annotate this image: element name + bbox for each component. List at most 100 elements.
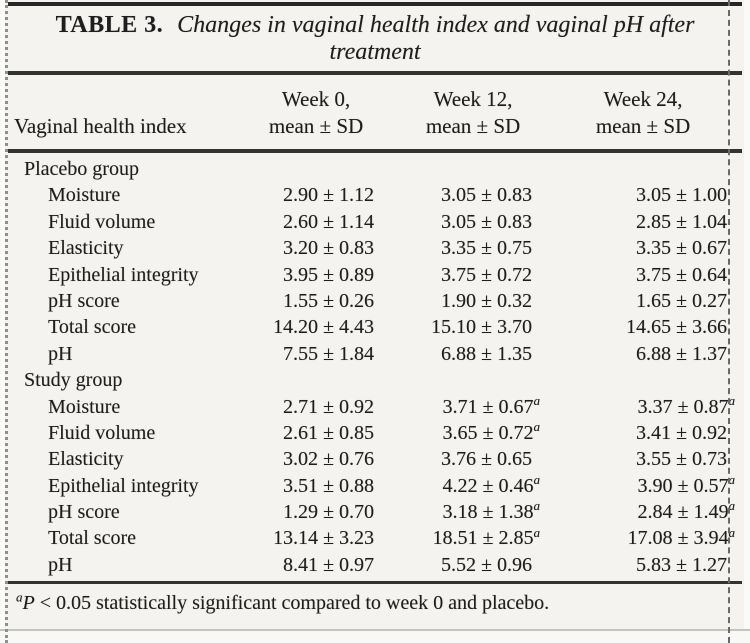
- value-week12: 15.10 ± 3.70: [382, 314, 540, 340]
- table-row: Fluid volume 2.60 ± 1.14 3.05 ± 0.83 2.8…: [8, 209, 736, 235]
- row-label: Total score: [48, 527, 137, 550]
- value-week24: 3.35 ± 0.67: [540, 235, 736, 261]
- column-header-week0: Week 0, mean ± SD: [250, 86, 382, 140]
- value-text: 3.20 ± 0.83: [283, 237, 374, 260]
- empty-cell: [382, 156, 540, 182]
- row-label: pH score: [48, 289, 120, 312]
- page-edge-dashed-right: [728, 0, 730, 643]
- table-number: TABLE 3.: [55, 12, 164, 38]
- table-row: pH 8.41 ± 0.97 5.52 ± 0.96 5.83 ± 1.27: [8, 552, 736, 578]
- row-label: Moisture: [48, 395, 121, 418]
- value-week12: 3.71 ± 0.67a: [382, 394, 540, 420]
- value-week12: 3.18 ± 1.38a: [382, 499, 540, 525]
- column-header-week12: Week 12, mean ± SD: [382, 86, 540, 140]
- value-week12: 3.76 ± 0.65: [382, 446, 540, 472]
- significance-marker: a: [533, 472, 541, 488]
- column-header-week0-line1: Week 0,: [281, 87, 351, 111]
- rule-below-header: [8, 149, 742, 153]
- page-edge-dotted-left: [5, 0, 8, 643]
- value-week24: 3.90 ± 0.57a: [540, 473, 736, 499]
- value-week12: 3.65 ± 0.72a: [382, 420, 540, 446]
- empty-cell: [540, 367, 736, 393]
- group-label: Placebo group: [24, 158, 139, 180]
- table-row: Moisture 2.71 ± 0.92 3.71 ± 0.67a 3.37 ±…: [8, 394, 736, 420]
- table-caption-line1: Changes in vaginal health index and vagi…: [177, 12, 695, 38]
- value-text: 6.88 ± 1.35: [441, 342, 532, 365]
- row-label: Fluid volume: [48, 421, 156, 444]
- value-week12: 3.05 ± 0.83: [382, 182, 540, 208]
- row-label: Moisture: [48, 184, 121, 207]
- significance-marker: a: [728, 392, 736, 408]
- table-row: pH score 1.29 ± 0.70 3.18 ± 1.38a 2.84 ±…: [8, 499, 736, 525]
- value-text: 18.51 ± 2.85: [432, 527, 534, 550]
- value-week24: 6.88 ± 1.37: [540, 341, 736, 367]
- value-text: 17.08 ± 3.94: [627, 527, 729, 550]
- row-label: Total score: [48, 316, 137, 339]
- value-text: 3.55 ± 0.73: [636, 448, 727, 471]
- value-week24: 2.84 ± 1.49a: [540, 499, 736, 525]
- table-row: Moisture 2.90 ± 1.12 3.05 ± 0.83 3.05 ± …: [8, 182, 736, 208]
- value-week0: 14.20 ± 4.43: [250, 314, 382, 340]
- value-week0: 8.41 ± 0.97: [250, 552, 382, 578]
- value-text: 7.55 ± 1.84: [283, 342, 374, 365]
- top-rule: [8, 2, 742, 6]
- value-text: 3.71 ± 0.67: [442, 395, 534, 418]
- value-text: 3.37 ± 0.87: [637, 395, 729, 418]
- group-label: Study group: [24, 369, 123, 392]
- row-label: Epithelial integrity: [48, 474, 199, 497]
- row-label: pH: [48, 342, 73, 365]
- group-header-row-placebo: Placebo group: [8, 156, 736, 182]
- row-label: Epithelial integrity: [48, 263, 199, 286]
- value-week0: 3.02 ± 0.76: [250, 446, 382, 472]
- footnote-text: < 0.05 statistically significant compare…: [34, 592, 550, 614]
- empty-cell: [250, 367, 382, 393]
- value-text: 3.90 ± 0.57: [637, 474, 729, 497]
- table-row: Fluid volume 2.61 ± 0.85 3.65 ± 0.72a 3.…: [8, 420, 736, 446]
- column-header-week12-line2: mean ± SD: [425, 114, 521, 138]
- value-text: 1.90 ± 0.32: [441, 289, 532, 312]
- value-text: 3.95 ± 0.89: [283, 263, 374, 286]
- value-text: 1.29 ± 0.70: [283, 501, 374, 524]
- value-text: 2.60 ± 1.14: [283, 210, 374, 233]
- significance-marker: a: [533, 524, 541, 540]
- value-week0: 3.95 ± 0.89: [250, 262, 382, 288]
- row-label: Elasticity: [48, 237, 124, 260]
- significance-marker: a: [728, 524, 736, 540]
- value-week24: 3.75 ± 0.64: [540, 262, 736, 288]
- value-text: 3.41 ± 0.92: [636, 421, 727, 444]
- empty-cell: [250, 156, 382, 182]
- empty-cell: [382, 367, 540, 393]
- value-week0: 1.55 ± 0.26: [250, 288, 382, 314]
- value-week0: 2.90 ± 1.12: [250, 182, 382, 208]
- value-week12: 3.75 ± 0.72: [382, 262, 540, 288]
- table-row: Total score 13.14 ± 3.23 18.51 ± 2.85a 1…: [8, 525, 736, 551]
- value-week0: 2.60 ± 1.14: [250, 209, 382, 235]
- table-body: Placebo group Moisture 2.90 ± 1.12 3.05 …: [8, 156, 736, 578]
- value-week12: 4.22 ± 0.46a: [382, 473, 540, 499]
- value-week0: 13.14 ± 3.23: [250, 525, 382, 551]
- value-text: 4.22 ± 0.46: [442, 474, 534, 497]
- rule-above-footnote: [8, 581, 742, 584]
- page-bottom-margin: [0, 631, 750, 643]
- value-week0: 1.29 ± 0.70: [250, 499, 382, 525]
- empty-cell: [540, 156, 736, 182]
- value-week0: 3.20 ± 0.83: [250, 235, 382, 261]
- value-week12: 5.52 ± 0.96: [382, 552, 540, 578]
- value-text: 3.51 ± 0.88: [283, 474, 374, 497]
- footnote-marker: a: [16, 589, 23, 605]
- value-week12: 1.90 ± 0.32: [382, 288, 540, 314]
- value-text: 3.18 ± 1.38: [442, 501, 534, 524]
- row-label: Fluid volume: [48, 210, 156, 233]
- table-row: Elasticity 3.20 ± 0.83 3.35 ± 0.75 3.35 …: [8, 235, 736, 261]
- value-text: 2.84 ± 1.49: [637, 501, 729, 524]
- footnote-p-symbol: P: [22, 592, 35, 614]
- value-week0: 2.61 ± 0.85: [250, 420, 382, 446]
- page-margin-right: [744, 0, 750, 643]
- value-text: 2.71 ± 0.92: [283, 395, 374, 418]
- significance-marker: a: [533, 392, 541, 408]
- value-week24: 3.41 ± 0.92: [540, 420, 736, 446]
- value-week24: 3.55 ± 0.73: [540, 446, 736, 472]
- value-week12: 3.35 ± 0.75: [382, 235, 540, 261]
- value-text: 2.61 ± 0.85: [283, 421, 374, 444]
